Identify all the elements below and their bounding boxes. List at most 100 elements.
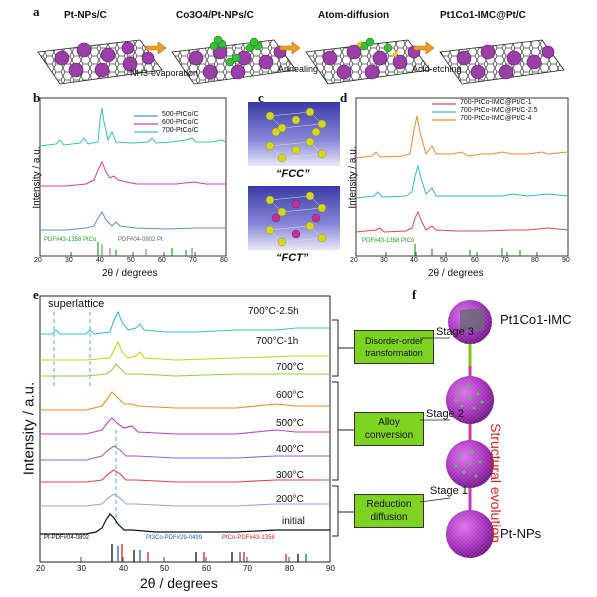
sphere-imc [448, 300, 492, 344]
panel-d-legend-2: 700-PtCo-IMC@Pt/C-2.5 [460, 107, 538, 114]
panel-b-ticks [39, 252, 227, 256]
panel-d-chart [355, 97, 569, 257]
panel-f-letter: f [412, 287, 417, 302]
e-curve-200 [40, 493, 330, 507]
panel-f-top-label: Pt1Co1-IMC [500, 312, 572, 327]
panel-b-legend-2: 600-PtCo/C [162, 119, 199, 126]
box-disorder-order: Disorder-order transformation [354, 330, 434, 364]
e-temp-700-2-5h: 700°C-2.5h [248, 306, 299, 317]
panel-d-xlabel: 2θ / degrees [428, 268, 484, 279]
panel-b-ref-bars [97, 242, 193, 256]
sphere-stage2b [446, 376, 494, 424]
box-reduction-line1: Reduction [366, 499, 412, 510]
panel-a-letter: a [33, 4, 40, 19]
sphere-ptnps [446, 510, 494, 558]
e-tick-80: 80 [285, 564, 294, 573]
stage-2-label: Stage 2 [426, 408, 464, 420]
panel-a-label-4: Pt1Co1-IMC@Pt/C [440, 10, 526, 21]
panel-a-step-1: NH3-evaporation [130, 68, 199, 78]
e-curve-600 [40, 391, 330, 411]
panel-f-bottom-label: Pt-NPs [500, 526, 542, 541]
panel-f-evolution [420, 300, 494, 558]
panel-e-ylabel: Intensity / a.u. [20, 381, 38, 476]
stage-1-label: Stage 1 [430, 485, 468, 497]
d-tick-20: 20 [350, 257, 358, 264]
panel-b-legend-3: 700-PtCo/C [162, 127, 199, 134]
e-tick-60: 60 [202, 564, 211, 573]
panel-b-legend-1: 500-PtCo/C [162, 111, 199, 118]
box-alloy-line1: Alloy [378, 417, 400, 428]
panel-d-curve-2-5 [355, 164, 569, 199]
d-tick-60: 60 [471, 257, 479, 264]
e-ref-pt3co: Pt3Co-PDF#29-0499 [146, 535, 203, 541]
e-tick-70: 70 [243, 564, 252, 573]
d-tick-80: 80 [531, 257, 539, 264]
e-curve-700 [40, 363, 330, 377]
e-ref-ptco: PtCo-PDF#43-1358 [222, 535, 275, 541]
e-curve-300 [40, 469, 330, 483]
panel-c-crystals [248, 102, 340, 250]
panel-e-chart [39, 295, 331, 563]
box-alloy-conversion: Alloy conversion [354, 412, 424, 446]
e-curve-700-1h [40, 340, 330, 361]
panel-a-step-2: Annealing [278, 64, 319, 74]
d-tick-30: 30 [380, 257, 388, 264]
box-reduction-line2: diffusion [370, 512, 408, 523]
panel-b-ref1: PDF#43-1358 PtCo [44, 237, 97, 243]
panel-c-fct-label: “FCT” [276, 252, 309, 264]
box-disorder-line1: Disorder-order [364, 336, 424, 346]
e-temp-600: 600°C [276, 390, 304, 401]
panel-d-curve-4 [355, 115, 569, 159]
b-tick-40: 40 [96, 257, 104, 264]
arrow-2 [279, 41, 301, 55]
stage-3-label: Stage 3 [436, 326, 474, 338]
e-temp-500: 500°C [276, 418, 304, 429]
box-alloy-line2: conversion [364, 430, 414, 441]
panel-d-legend-3: 700-PtCo-IMC@Pt/C-4 [460, 115, 532, 122]
panel-b-letter: b [33, 90, 41, 105]
e-tick-20: 20 [36, 564, 45, 573]
e-curve-500 [40, 417, 330, 435]
panel-b-curve-700 [39, 107, 227, 147]
panel-d-letter: d [340, 90, 348, 105]
structural-evolution-label: Structural evolution [488, 423, 504, 543]
b-tick-30: 30 [65, 257, 73, 264]
e-tick-50: 50 [160, 564, 169, 573]
e-temp-700-1h: 700°C-1h [256, 336, 299, 347]
panel-a-step-3: Acid-etching [412, 64, 462, 74]
e-tick-90: 90 [326, 564, 335, 573]
panel-b-chart [39, 97, 227, 257]
e-curve-700-2-5h [40, 310, 330, 335]
e-temp-700: 700°C [276, 362, 304, 373]
b-tick-50: 50 [127, 257, 135, 264]
panel-e-superlattice: superlattice [48, 298, 105, 310]
d-tick-70: 70 [501, 257, 509, 264]
d-tick-40: 40 [410, 257, 418, 264]
e-temp-200: 200°C [276, 494, 304, 505]
b-tick-80: 80 [220, 257, 228, 264]
panel-c-fcc-label: “FCC” [276, 168, 310, 180]
e-curve-400 [40, 445, 330, 461]
panel-d-ref1: PDF#43-1358 PtCo [362, 238, 415, 244]
panel-a-label-3: Atom-diffusion [318, 10, 390, 21]
panel-a-schematic [37, 35, 565, 85]
box-reduction-diffusion: Reduction diffusion [354, 494, 424, 528]
e-temp-initial: initial [282, 516, 305, 527]
e-temp-300: 300°C [276, 470, 304, 481]
panel-b-curve-500 [40, 211, 226, 231]
panel-b-xlabel: 2θ / degrees [102, 268, 158, 279]
panel-e-letter: e [33, 287, 39, 302]
panel-e-xlabel: 2θ / degrees [140, 575, 218, 591]
panel-b-ref2: PDF#04-0802 Pt [118, 237, 163, 243]
d-tick-90: 90 [562, 257, 570, 264]
arrow-3 [413, 41, 435, 55]
e-temp-400: 400°C [276, 444, 304, 455]
panel-a-label-2: Co3O4/Pt-NPs/C [176, 10, 254, 21]
panel-a-label-1: Pt-NPs/C [64, 10, 107, 21]
box-disorder-line2: transformation [365, 348, 423, 358]
e-tick-30: 30 [77, 564, 86, 573]
d-tick-50: 50 [440, 257, 448, 264]
panel-d-legend-1: 700-PtCo-IMC@Pt/C-1 [460, 99, 532, 106]
b-tick-70: 70 [189, 257, 197, 264]
panel-d-curve-1 [355, 210, 569, 233]
